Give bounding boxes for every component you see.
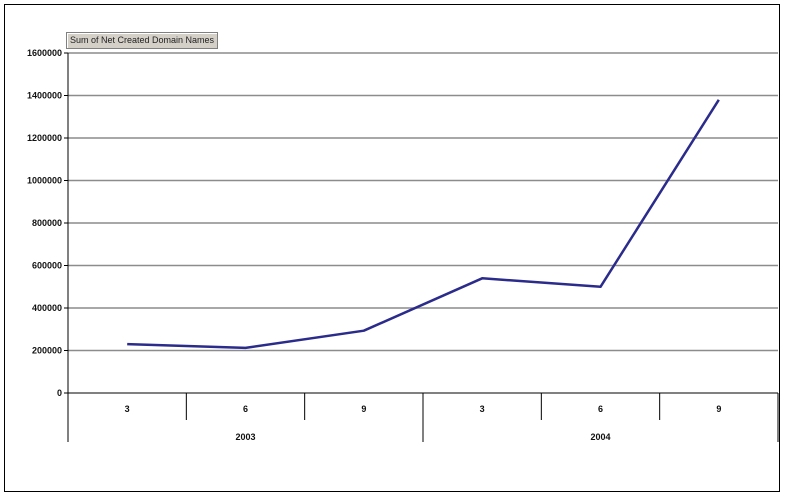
y-tick-label: 1600000	[27, 48, 62, 58]
series-lines	[127, 99, 720, 350]
x-tick-label: 9	[716, 404, 721, 414]
x-tick-label: 9	[361, 404, 366, 414]
x-tick-label: 6	[598, 404, 603, 414]
y-axis-ticks: 0 200000 400000 600000 800000 1000000 1200000 1…	[27, 48, 68, 398]
y-tick-label: 1000000	[27, 176, 62, 186]
x-axis-ticks: 3 6 9 3 6 9 2003 2004	[125, 393, 779, 442]
y-tick-label: 200000	[32, 346, 62, 356]
y-tick-label: 400000	[32, 303, 62, 313]
x-tick-label: 3	[480, 404, 485, 414]
x-group-label: 2003	[235, 432, 255, 442]
x-group-label: 2004	[590, 432, 610, 442]
x-tick-label: 6	[243, 404, 248, 414]
x-tick-label: 3	[125, 404, 130, 414]
series-line	[127, 99, 720, 350]
gridlines	[68, 52, 778, 352]
y-tick-label: 1400000	[27, 91, 62, 101]
axes	[67, 53, 778, 442]
y-tick-label: 0	[57, 388, 62, 398]
y-tick-label: 600000	[32, 261, 62, 271]
y-tick-label: 800000	[32, 218, 62, 228]
chart-frame	[4, 4, 780, 492]
pivot-field-button[interactable]: Sum of Net Created Domain Names	[66, 32, 219, 49]
y-tick-label: 1200000	[27, 133, 62, 143]
